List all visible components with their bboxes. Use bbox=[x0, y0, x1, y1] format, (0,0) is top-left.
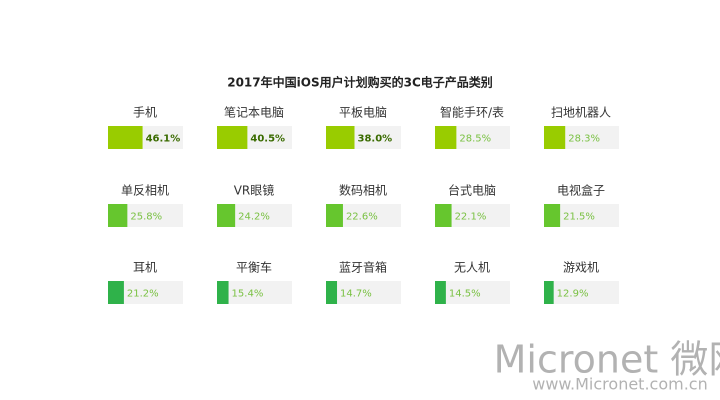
category-label: VR眼镜 bbox=[234, 183, 275, 198]
bar-track bbox=[217, 204, 292, 227]
category-label: 蓝牙音箱 bbox=[339, 260, 387, 275]
category-label: 无人机 bbox=[454, 261, 490, 275]
bar-track bbox=[435, 204, 510, 227]
watermark-brand: Micronet 微网 bbox=[494, 338, 720, 382]
bar bbox=[544, 204, 561, 227]
category-label: 扫地机器人 bbox=[551, 106, 611, 120]
bar bbox=[544, 281, 554, 304]
bar bbox=[217, 126, 248, 149]
value-label: 46.1% bbox=[146, 134, 181, 145]
value-label: 22.1% bbox=[455, 212, 487, 223]
value-label: 12.9% bbox=[557, 289, 589, 300]
bar bbox=[435, 126, 457, 149]
value-label: 38.0% bbox=[358, 134, 393, 145]
bar-track bbox=[544, 204, 619, 227]
value-label: 24.2% bbox=[238, 212, 270, 223]
value-label: 14.7% bbox=[340, 289, 372, 300]
category-label: 游戏机 bbox=[563, 261, 599, 275]
bar bbox=[217, 281, 229, 304]
bar bbox=[326, 204, 343, 227]
bar-track bbox=[326, 204, 401, 227]
bar bbox=[544, 126, 566, 149]
bar bbox=[108, 281, 124, 304]
bar bbox=[108, 204, 128, 227]
bar bbox=[217, 204, 236, 227]
value-label: 40.5% bbox=[250, 134, 285, 145]
category-label: 笔记本电脑 bbox=[224, 105, 284, 120]
category-label: 平板电脑 bbox=[339, 106, 387, 120]
category-label: 单反相机 bbox=[121, 184, 169, 198]
watermark-url: www.Micronet.com.cn bbox=[532, 375, 707, 394]
value-label: 21.2% bbox=[127, 289, 159, 300]
chart-title: 2017年中国iOS用户计划购买的3C电子产品类别 bbox=[227, 75, 493, 90]
bar bbox=[326, 126, 355, 149]
category-label: 平衡车 bbox=[236, 260, 272, 275]
value-label: 14.5% bbox=[449, 289, 481, 300]
value-label: 21.5% bbox=[563, 212, 595, 223]
category-label: 手机 bbox=[133, 106, 157, 120]
value-label: 15.4% bbox=[232, 289, 264, 300]
bar bbox=[326, 281, 338, 304]
bar-track bbox=[544, 281, 619, 304]
value-label: 28.3% bbox=[568, 134, 600, 145]
value-label: 22.6% bbox=[346, 212, 378, 223]
category-label: 台式电脑 bbox=[448, 183, 496, 198]
bar bbox=[108, 126, 143, 149]
value-label: 25.8% bbox=[130, 212, 162, 223]
bar bbox=[435, 281, 446, 304]
bar-track bbox=[217, 281, 292, 304]
bar-track bbox=[326, 281, 401, 304]
category-label: 数码相机 bbox=[339, 183, 387, 198]
bar-track bbox=[108, 281, 183, 304]
bar bbox=[435, 204, 452, 227]
category-label: 耳机 bbox=[133, 261, 157, 275]
category-label: 智能手环/表 bbox=[440, 105, 504, 120]
category-label: 电视盒子 bbox=[557, 183, 605, 198]
bar-track bbox=[435, 281, 510, 304]
value-label: 28.5% bbox=[459, 134, 491, 145]
